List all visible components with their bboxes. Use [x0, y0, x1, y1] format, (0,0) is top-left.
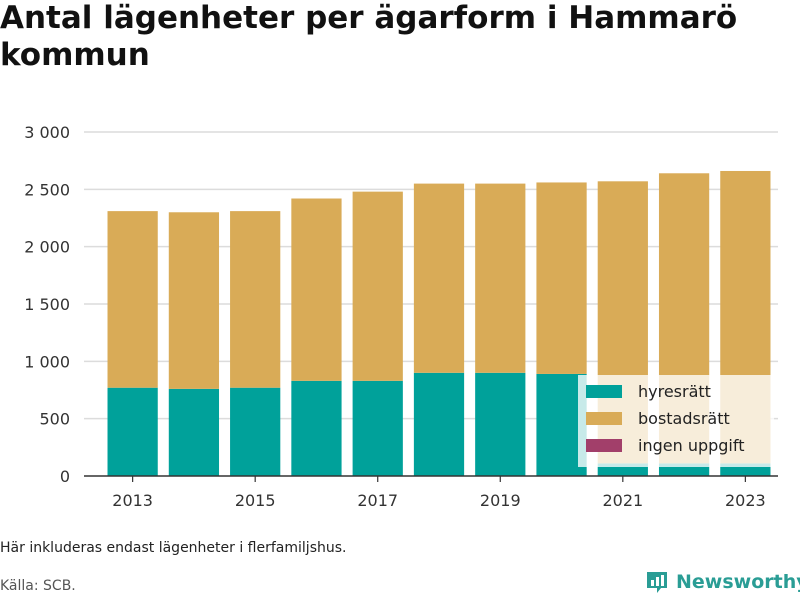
x-tick-label: 2021: [602, 491, 643, 510]
legend-swatch: [586, 439, 622, 452]
legend-label: bostadsrätt: [638, 409, 730, 428]
x-tick-label: 2023: [725, 491, 766, 510]
bar-segment: [413, 183, 465, 373]
bar-segment: [107, 211, 158, 388]
bar-segment: [352, 191, 403, 381]
legend-label: ingen uppgift: [638, 436, 745, 455]
x-tick-label: 2019: [480, 491, 521, 510]
legend-label: hyresrätt: [638, 382, 711, 401]
bar-segment: [475, 372, 526, 476]
legend-swatch: [586, 385, 622, 398]
bar-segment: [291, 380, 342, 476]
y-tick-label: 1 000: [24, 352, 70, 371]
y-tick-label: 2 500: [24, 180, 70, 199]
bar-segment: [107, 387, 158, 476]
x-tick-label: 2017: [357, 491, 398, 510]
legend-swatch: [586, 412, 622, 425]
bar-segment: [168, 388, 220, 476]
bar-segment: [291, 198, 342, 381]
y-tick-label: 2 000: [24, 238, 70, 257]
bar-segment: [536, 182, 587, 374]
y-tick-label: 0: [60, 467, 70, 486]
bar-segment: [230, 387, 281, 476]
x-tick-label: 2015: [235, 491, 276, 510]
y-tick-label: 1 500: [24, 295, 70, 314]
x-axis-ticks: 2013 2015 2017 2019 2021 2023: [112, 476, 766, 510]
bar-segment: [413, 372, 465, 476]
bar-chart-logo-icon: [647, 572, 667, 593]
brand-logo: Newsworthy: [644, 569, 800, 595]
footnote: Här inkluderas endast lägenheter i flerf…: [0, 540, 347, 556]
bar-segment: [168, 212, 220, 389]
bars: [107, 170, 771, 476]
bar-segment: [230, 211, 281, 388]
chart-title: Antal lägenheter per ägarform i Hammarö …: [0, 0, 738, 73]
y-tick-label: 3 000: [24, 123, 70, 142]
source-note: Källa: SCB.: [0, 578, 76, 594]
x-tick-label: 2013: [112, 491, 153, 510]
bar-segment: [352, 380, 403, 476]
legend: hyresrätt bostadsrätt ingen uppgift: [578, 375, 774, 467]
brand-name: Newsworthy: [676, 571, 800, 593]
y-axis-ticks: 0 500 1 000 1 500 2 000 2 500 3 000: [24, 123, 70, 486]
bar-segment: [475, 183, 526, 373]
y-tick-label: 500: [39, 410, 70, 429]
